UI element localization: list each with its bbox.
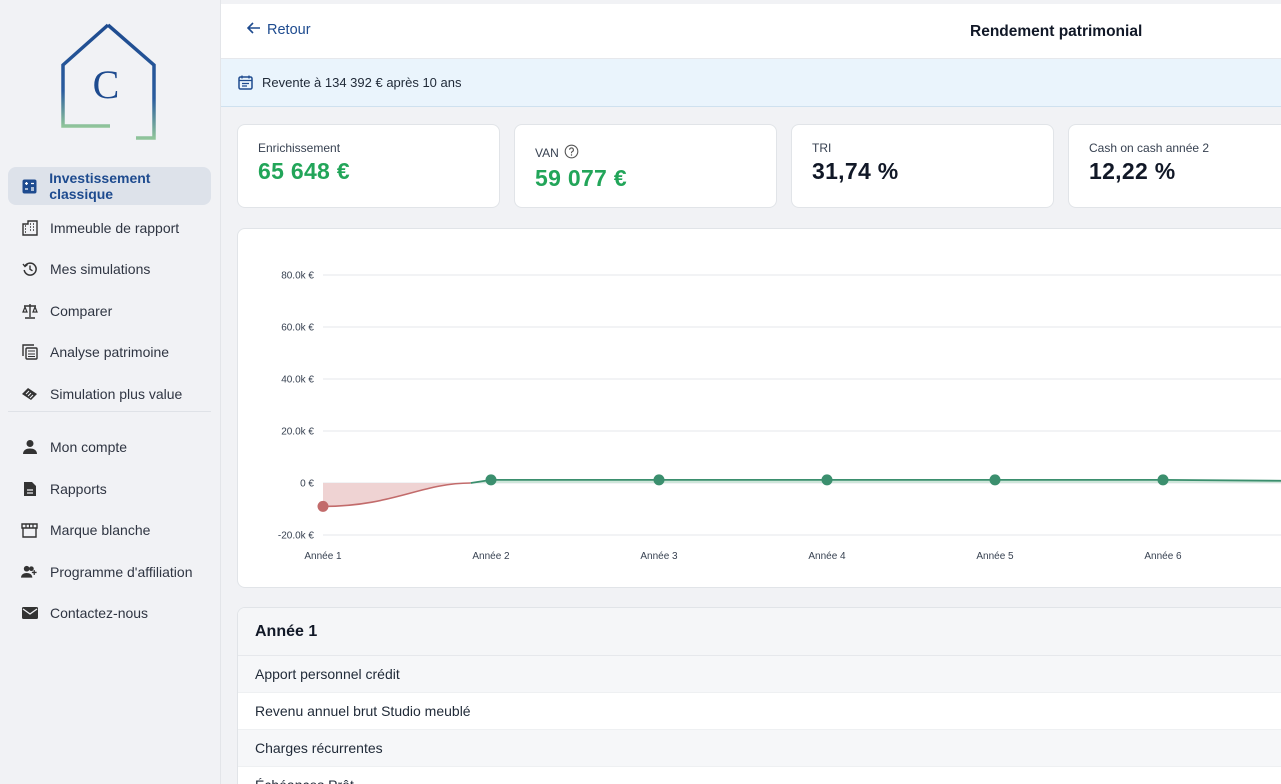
year-detail-table: Année 1 Apport personnel crédit Revenu a… [237,607,1281,784]
table-row[interactable]: Charges récurrentes [238,730,1281,767]
table-header: Année 1 [238,608,1281,656]
nav-label: Mon compte [50,439,128,455]
calendar-icon [238,75,253,90]
y-tick-label: 0 € [300,479,314,490]
negative-series-line [322,482,471,508]
nav-divider [8,411,211,412]
nav-item-investissement-classique[interactable]: Investissement classique [8,167,211,205]
logo-letter: C [93,62,120,107]
x-tick-label: Année 2 [472,551,510,562]
back-button[interactable]: Retour [246,22,311,38]
nav-item-mes-simulations[interactable]: Mes simulations [8,250,211,288]
scale-icon [21,302,38,319]
table-row[interactable]: Revenu annuel brut Studio meublé [238,693,1281,730]
kpi-label: VAN [535,146,559,160]
x-tick-label: Année 1 [304,551,342,562]
y-tick-label: 40.0k € [281,375,314,386]
data-point [317,500,329,512]
nav-item-immeuble-de-rapport[interactable]: Immeuble de rapport [8,209,211,247]
nav-label: Analyse patrimoine [50,344,170,360]
kpi-label: TRI [812,141,832,155]
back-label: Retour [267,22,311,38]
help-icon[interactable] [564,144,579,162]
person-icon [21,439,38,456]
document-icon [21,480,38,497]
top-bar: Retour Rendement patrimonial [221,4,1281,59]
x-tick-label: Année 6 [1144,551,1182,562]
kpi-card-cash-on-cash: Cash on cash année 2 12,22 % [1068,124,1281,208]
negative-area [323,483,471,507]
nav-item-programme-affiliation[interactable]: Programme d'affiliation [8,553,211,591]
kpi-value: 59 077 € [535,165,627,191]
x-tick-label: Année 4 [808,551,846,562]
history-icon [21,261,38,278]
primary-nav: Investissement classique Immeuble de rap… [8,167,211,416]
add-user-icon [21,563,38,580]
mail-icon [21,605,38,622]
kpi-value: 31,74 % [812,158,899,184]
nav-item-mon-compte[interactable]: Mon compte [8,428,211,466]
nav-item-rapports[interactable]: Rapports [8,470,211,508]
rendement-chart: -20.0k € 0 € 20.0k € 40.0k € 60.0k € 80.0k € A… [237,228,1281,588]
data-point [821,474,833,486]
x-tick-label: Année 3 [640,551,678,562]
nav-label: Marque blanche [50,522,151,538]
data-point [653,474,665,486]
page-title: Rendement patrimonial [970,23,1143,40]
nav-label: Immeuble de rapport [50,219,180,236]
nav-item-analyse-patrimoine[interactable]: Analyse patrimoine [8,333,211,371]
kpi-card-van: VAN 59 077 € [514,124,777,208]
y-tick-label: -20.0k € [278,531,315,542]
nav-label: Mes simulations [50,261,151,277]
arrow-left-icon [246,22,261,38]
nav-label: Investissement classique [49,170,151,202]
nav-item-comparer[interactable]: Comparer [8,292,211,330]
kpi-card-tri: TRI 31,74 % [791,124,1054,208]
nav-label: Simulation plus value [50,385,183,402]
nav-item-marque-blanche[interactable]: Marque blanche [8,511,211,549]
nav-item-contactez-nous[interactable]: Contactez-nous [8,594,211,632]
kpi-value: 12,22 % [1089,158,1176,184]
nav-label: Programme d'affiliation [50,563,193,580]
building-icon [21,219,38,236]
sidebar: C Investissement classique Immeuble de r… [0,0,221,784]
calculator-icon [21,178,37,195]
data-point [485,474,497,486]
kpi-card-enrichissement: Enrichissement 65 648 € [237,124,500,208]
storefront-icon [21,522,38,539]
banner-text: Revente à 134 392 € après 10 ans [262,75,462,90]
handshake-icon [21,385,38,402]
kpi-label: Cash on cash année 2 [1089,141,1210,155]
grid-calc-icon [21,344,38,361]
table-row[interactable]: Échéances Prêt [238,767,1281,784]
nav-label: Comparer [50,302,113,319]
data-point [989,474,1001,486]
kpi-label: Enrichissement [258,141,341,155]
y-tick-label: 60.0k € [281,323,314,334]
y-tick-label: 80.0k € [281,271,314,282]
resale-banner: Revente à 134 392 € après 10 ans [221,59,1281,107]
chart-svg: -20.0k € 0 € 20.0k € 40.0k € 60.0k € 80.0k € A… [278,271,1281,562]
nav-item-simulation-plus-value[interactable]: Simulation plus value [8,375,211,413]
x-tick-label: Année 5 [976,551,1014,562]
nav-label: Contactez-nous [50,605,149,621]
nav-label: Rapports [50,480,107,497]
secondary-nav: Mon compte Rapports Marque blanche Progr… [8,428,211,636]
table-row[interactable]: Apport personnel crédit [238,656,1281,693]
data-point [1157,474,1169,486]
kpi-value: 65 648 € [258,158,350,184]
app-logo[interactable]: C [60,22,158,142]
y-tick-label: 20.0k € [281,427,314,438]
